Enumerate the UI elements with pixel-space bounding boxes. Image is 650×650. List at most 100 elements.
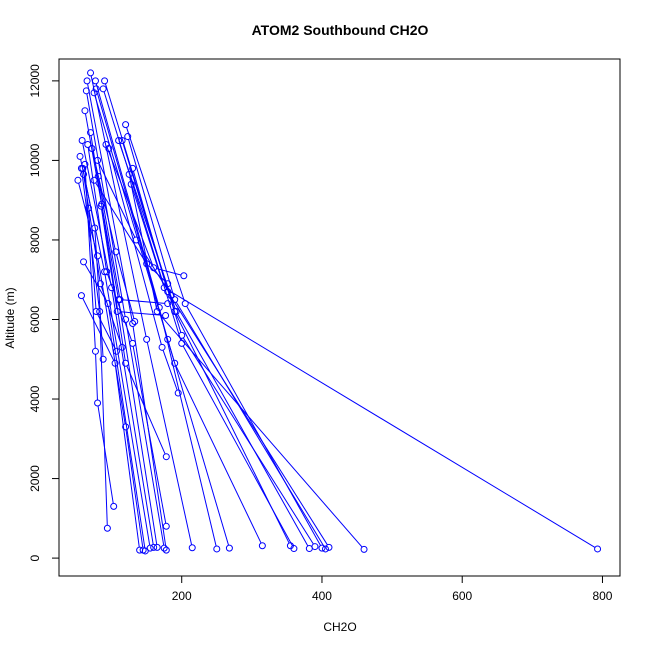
data-point: [101, 268, 109, 276]
series-segment: [100, 286, 122, 345]
series-segment: [137, 242, 171, 294]
series-segment: [94, 230, 104, 357]
series-segment: [122, 299, 165, 304]
series-segment: [118, 302, 158, 545]
data-point: [167, 292, 175, 300]
data-point: [101, 77, 109, 85]
series-19: [129, 164, 333, 551]
series-segment: [109, 151, 162, 345]
data-point: [321, 545, 329, 553]
series-segment: [128, 139, 175, 297]
series-33: [97, 202, 170, 320]
data-point: [122, 359, 130, 367]
data-point: [91, 347, 99, 355]
data-point: [88, 144, 96, 152]
series-segment: [101, 209, 118, 309]
x-tick-label: 800: [592, 589, 612, 603]
data-point: [122, 315, 130, 323]
y-tick-label: 8000: [28, 226, 42, 253]
data-point: [162, 522, 170, 530]
data-point: [158, 343, 166, 351]
data-point: [81, 160, 89, 168]
data-point: [174, 389, 182, 397]
data-point: [164, 335, 172, 343]
plot-box: [58, 58, 621, 577]
data-point: [116, 296, 124, 304]
data-point: [124, 133, 132, 141]
chart-title: ATOM2 Southbound CH2O: [252, 22, 429, 38]
series-segment: [146, 342, 193, 545]
y-tick-label: 4000: [28, 385, 42, 412]
series-35: [94, 156, 175, 300]
data-point: [325, 543, 333, 551]
data-point: [118, 343, 126, 351]
data-point: [132, 236, 140, 244]
data-point: [87, 69, 95, 77]
data-point: [594, 545, 602, 553]
data-point: [91, 224, 99, 232]
series-segment: [101, 207, 126, 361]
data-point: [129, 164, 137, 172]
data-point: [180, 272, 188, 280]
series-segment: [125, 322, 165, 546]
data-point: [83, 77, 91, 85]
series-segment: [95, 354, 98, 401]
data-point: [110, 502, 118, 510]
series-segment: [103, 91, 182, 341]
series-segment: [92, 151, 116, 250]
series-segment: [168, 293, 328, 546]
data-point: [94, 252, 102, 260]
data-point: [258, 542, 266, 550]
series-segment: [126, 127, 185, 301]
data-point: [97, 202, 105, 210]
y-tick-label: 12000: [28, 64, 42, 98]
series-9: [87, 69, 196, 552]
series-20: [125, 170, 368, 553]
data-point: [153, 543, 161, 551]
y-axis-label: Altitude (m): [3, 287, 17, 348]
series-segment: [132, 346, 167, 524]
data-point: [80, 258, 88, 266]
data-point: [103, 524, 111, 532]
series-segment: [96, 91, 168, 337]
series-22: [102, 141, 188, 280]
data-point: [125, 170, 133, 178]
series-18: [124, 133, 329, 553]
x-tick-label: 200: [172, 589, 192, 603]
data-point: [164, 280, 172, 288]
series-segment: [182, 345, 293, 547]
data-point: [76, 152, 84, 160]
data-point: [178, 339, 186, 347]
data-point: [92, 85, 100, 93]
data-point: [118, 137, 126, 145]
data-point: [79, 164, 87, 172]
data-point: [150, 543, 158, 551]
data-point: [115, 137, 123, 145]
series-segment: [159, 310, 217, 547]
series-segment: [82, 298, 115, 361]
series-27: [84, 141, 170, 530]
data-point: [103, 268, 111, 276]
data-point: [87, 129, 95, 137]
data-point: [311, 543, 319, 551]
data-point: [188, 544, 196, 552]
data-point: [162, 312, 170, 320]
data-point: [160, 544, 168, 552]
series-segment: [175, 301, 325, 547]
series-segment: [82, 171, 95, 226]
data-point: [305, 545, 313, 553]
series-segment: [98, 179, 120, 297]
data-point: [290, 545, 298, 553]
series-15: [115, 137, 313, 553]
series-segment: [108, 306, 146, 549]
series-segment: [88, 211, 97, 309]
series-segment: [162, 349, 178, 391]
series-segment: [116, 254, 135, 319]
data-point: [225, 544, 233, 552]
data-point: [129, 319, 137, 327]
data-point: [77, 292, 85, 300]
data-point: [143, 260, 151, 268]
data-point: [90, 176, 98, 184]
series-14: [99, 85, 298, 553]
